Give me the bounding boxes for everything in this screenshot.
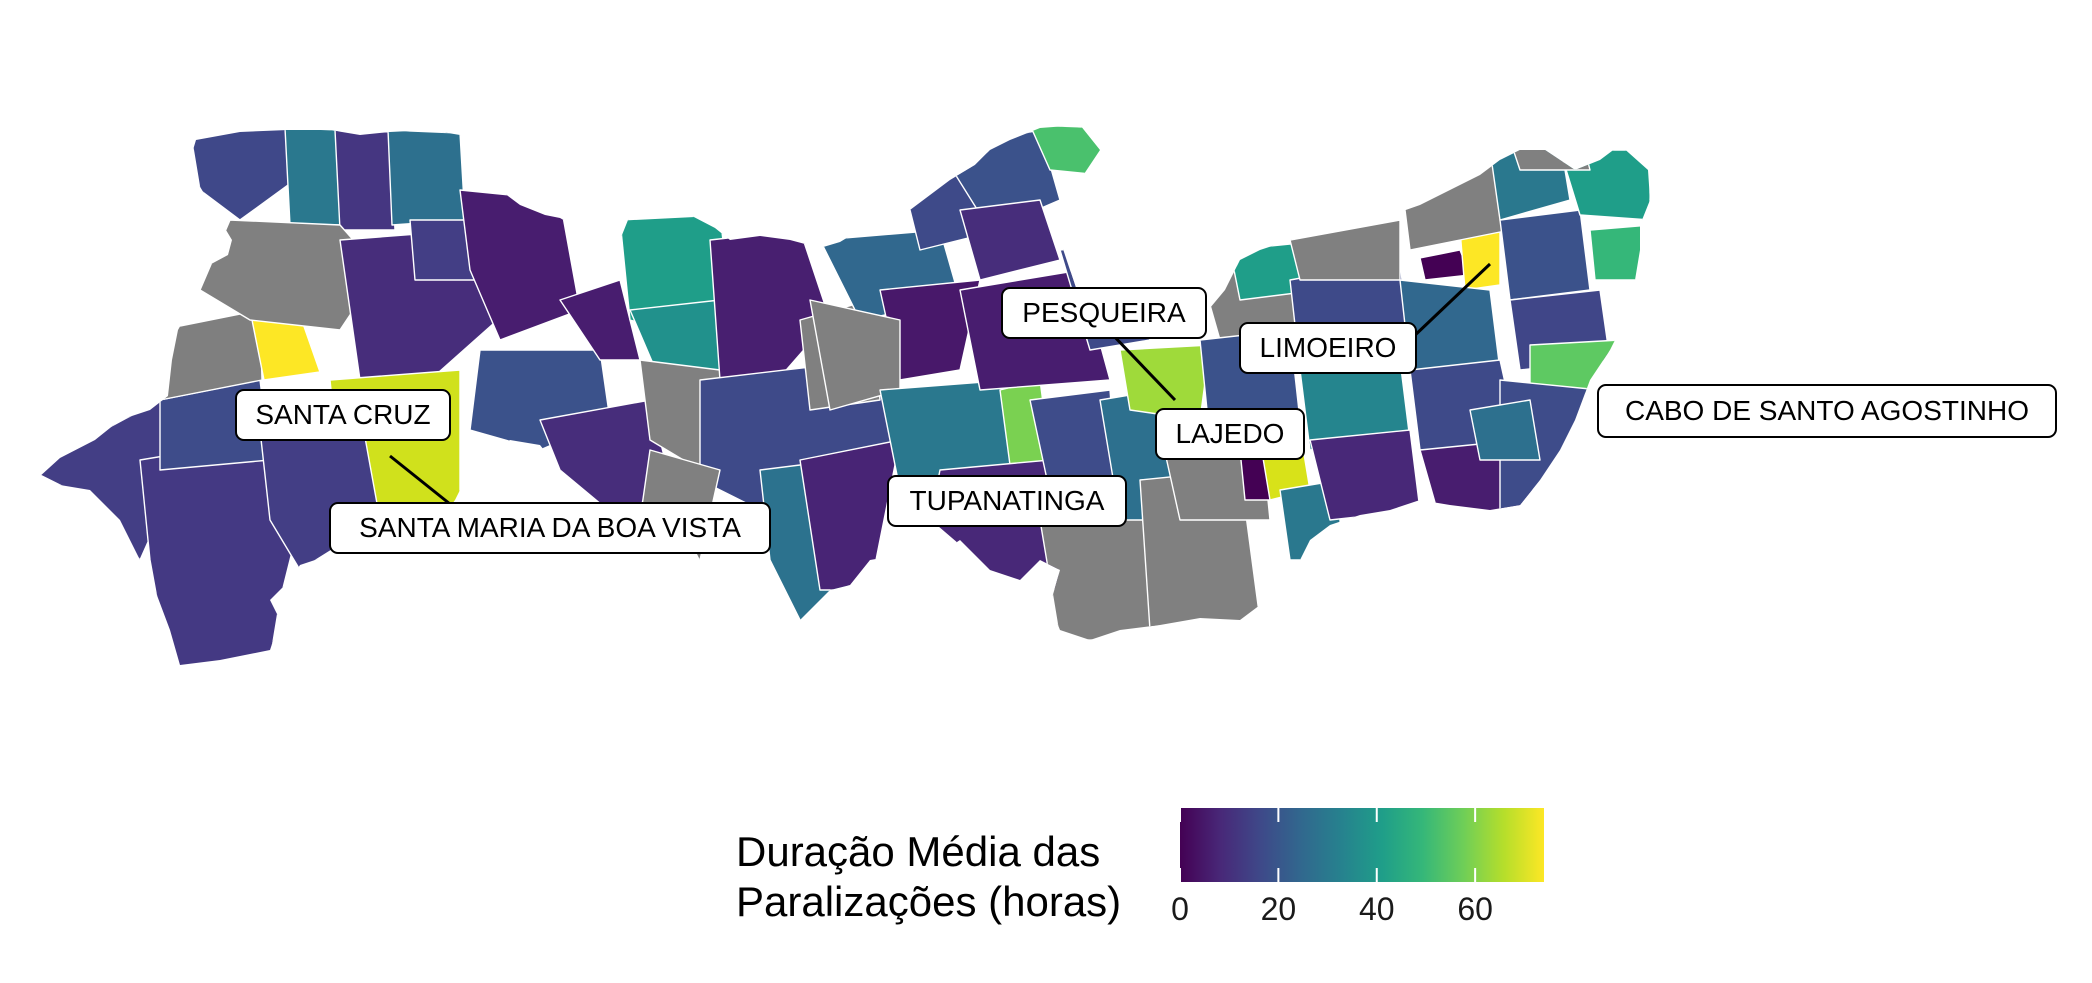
municipality-area bbox=[1289, 219, 1401, 281]
legend-tick-label: 40 bbox=[1359, 891, 1395, 927]
legend-tick-label: 60 bbox=[1457, 891, 1493, 927]
municipality-area bbox=[959, 199, 1061, 281]
callout-box bbox=[887, 475, 1127, 527]
legend: Duração Média das Paralizações (horas) 0… bbox=[736, 808, 1544, 927]
municipality-area bbox=[189, 127, 296, 221]
legend-colorbar bbox=[1180, 808, 1544, 882]
callout-santa-maria-da-boa-vista: SANTA MARIA DA BOA VISTA bbox=[329, 454, 771, 554]
municipality-area bbox=[1559, 149, 1650, 221]
callout-box bbox=[1239, 322, 1417, 374]
callout-box bbox=[329, 502, 771, 554]
municipality-area bbox=[1509, 129, 1591, 171]
legend-ticks: 0 20 40 60 bbox=[1171, 808, 1493, 927]
callout-santa-cruz: SANTA CRUZ bbox=[235, 389, 451, 441]
municipality-area bbox=[199, 219, 381, 331]
municipality-area bbox=[334, 129, 396, 231]
callout-pesqueira: PESQUEIRA bbox=[1001, 287, 1207, 402]
callout-label: LIMOEIRO bbox=[1260, 332, 1397, 363]
leader-line bbox=[1108, 330, 1177, 402]
callout-lajedo: LAJEDO bbox=[1155, 408, 1305, 460]
callout-label: TUPANATINGA bbox=[910, 485, 1105, 516]
callout-cabo-de-santo-agostinho: CABO DE SANTO AGOSTINHO bbox=[1597, 384, 2057, 438]
legend-title-line1: Duração Média das bbox=[736, 828, 1100, 875]
legend-tick-label: 0 bbox=[1171, 891, 1189, 927]
callout-label: CABO DE SANTO AGOSTINHO bbox=[1625, 395, 2029, 426]
municipality-area bbox=[1469, 399, 1541, 461]
callout-box bbox=[1597, 384, 2057, 438]
leader-line bbox=[389, 454, 451, 506]
callout-box bbox=[1001, 287, 1207, 339]
municipality-area bbox=[387, 129, 466, 226]
legend-tick-label: 20 bbox=[1261, 891, 1297, 927]
callout-label: SANTA CRUZ bbox=[255, 399, 430, 430]
callout-box bbox=[235, 389, 451, 441]
municipality-area bbox=[1309, 429, 1421, 521]
municipality-area bbox=[1589, 224, 1650, 281]
callout-label: SANTA MARIA DA BOA VISTA bbox=[359, 512, 741, 543]
legend-title-line2: Paralizações (horas) bbox=[736, 878, 1121, 925]
callout-label: LAJEDO bbox=[1176, 418, 1285, 449]
municipality-area bbox=[284, 127, 341, 226]
callout-label: PESQUEIRA bbox=[1022, 297, 1186, 328]
leader-line bbox=[1410, 262, 1492, 340]
callout-box bbox=[1155, 408, 1305, 460]
callout-tupanatinga: TUPANATINGA bbox=[887, 475, 1127, 527]
callout-limoeiro: LIMOEIRO bbox=[1239, 262, 1492, 374]
municipality-area bbox=[1499, 209, 1591, 301]
